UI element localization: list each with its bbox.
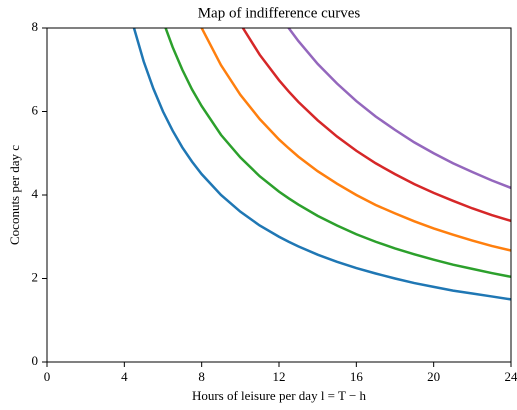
plot-lines — [132, 28, 511, 301]
x-tick-label: 24 — [505, 369, 517, 384]
chart-title: Map of indifference curves — [198, 5, 361, 21]
y-tick-label: 6 — [32, 102, 39, 117]
y-tick-label: 0 — [32, 353, 39, 368]
indifference-curve — [164, 28, 511, 279]
indifference-curve — [241, 28, 511, 223]
indifference-curve — [132, 28, 511, 301]
y-tick-label: 4 — [32, 186, 39, 201]
x-tick-label: 16 — [350, 369, 364, 384]
x-tick-label: 4 — [121, 369, 128, 384]
x-axis-label: Hours of leisure per day l = T − h — [192, 388, 367, 403]
x-tick-label: 20 — [427, 369, 440, 384]
x-tick-label: 0 — [44, 369, 51, 384]
y-tick-label: 8 — [32, 19, 39, 34]
indifference-curve — [287, 28, 511, 190]
y-axis-label: Coconuts per day c — [7, 145, 22, 245]
indifference-curve — [200, 28, 511, 252]
x-tick-label: 12 — [273, 369, 286, 384]
y-tick-label: 2 — [32, 269, 39, 284]
x-tick-label: 8 — [198, 369, 205, 384]
